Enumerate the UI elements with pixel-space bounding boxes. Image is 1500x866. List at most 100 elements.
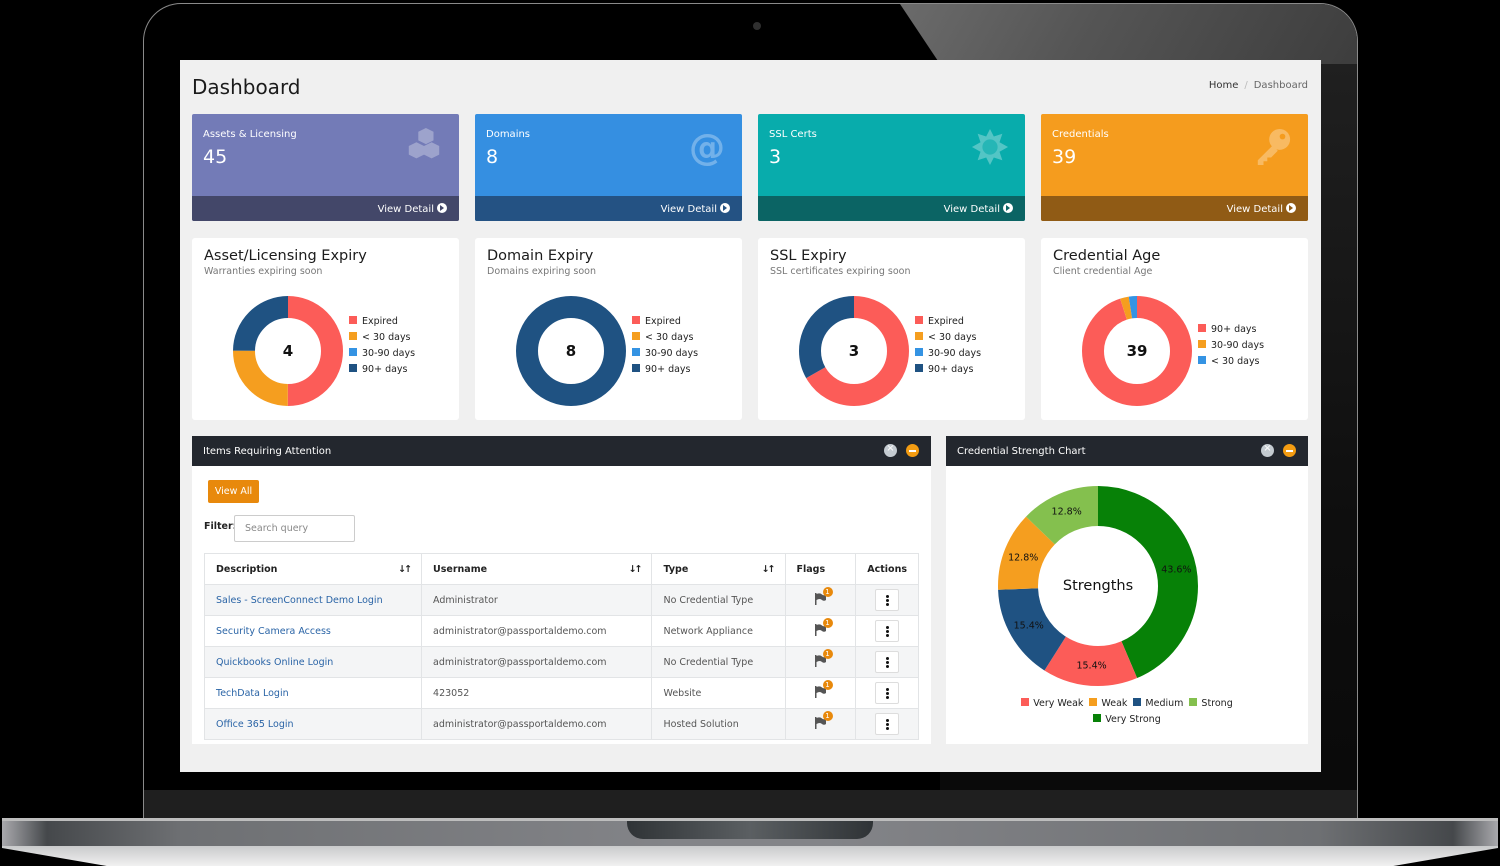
type-cell: Network Appliance (651, 615, 786, 647)
legend-label: 30-90 days (645, 348, 699, 359)
legend-item[interactable]: Expired (915, 314, 981, 330)
legend-label: Expired (645, 316, 681, 327)
legend-label: Medium (1145, 698, 1184, 709)
view-detail-link[interactable]: View Detail (192, 196, 459, 221)
flag-icon[interactable]: 1 (814, 710, 833, 729)
legend-item[interactable]: 90+ days (632, 362, 698, 378)
svg-text:@: @ (689, 128, 725, 166)
legend-item[interactable]: Weak (1089, 696, 1127, 712)
stat-label: Assets & Licensing (203, 129, 297, 140)
legend-label: Expired (362, 316, 398, 327)
arrow-circle-right-icon (437, 203, 447, 213)
panel-header: Credential Strength Chart (946, 436, 1308, 466)
donut-legend: Expired < 30 days 30-90 days 90+ days (632, 314, 698, 378)
legend-swatch (349, 316, 357, 324)
panel-header: Items Requiring Attention (192, 436, 931, 466)
legend-swatch (349, 348, 357, 356)
credential-link[interactable]: Office 365 Login (216, 718, 294, 730)
donut-segment (233, 296, 343, 406)
breadcrumb: Home / Dashboard (1209, 80, 1308, 91)
legend-swatch (1198, 324, 1206, 332)
credential-link[interactable]: TechData Login (216, 687, 289, 699)
stat-value: 45 (203, 146, 228, 168)
legend-label: < 30 days (1211, 356, 1260, 367)
actions-menu-button[interactable] (875, 682, 900, 704)
legend-item[interactable]: Very Strong (1093, 712, 1161, 728)
breadcrumb-home[interactable]: Home (1208, 80, 1239, 91)
arrow-circle-right-icon (720, 203, 730, 213)
card-title: Domain Expiry (487, 248, 594, 264)
panel-minimize-button[interactable] (1283, 444, 1296, 457)
legend-item[interactable]: 30-90 days (632, 346, 698, 362)
actions-menu-button[interactable] (875, 620, 900, 642)
legend-item[interactable]: Strong (1189, 696, 1233, 712)
asset-expiry-donut (233, 296, 343, 406)
stat-label: SSL Certs (769, 129, 817, 140)
card-subtitle: Client credential Age (1053, 266, 1153, 277)
sort-icon[interactable]: ↓↑ (398, 563, 412, 575)
strength-legend: Very Weak Weak Medium Strong Very Strong (946, 696, 1308, 728)
flag-icon[interactable]: 1 (814, 648, 833, 667)
legend-swatch (1133, 698, 1142, 706)
legend-label: < 30 days (645, 332, 694, 343)
legend-item[interactable]: 90+ days (349, 362, 415, 378)
credential-link[interactable]: Security Camera Access (216, 625, 331, 637)
legend-item[interactable]: 90+ days (1198, 322, 1264, 338)
actions-menu-button[interactable] (875, 589, 900, 611)
flag-count-badge: 1 (822, 586, 833, 597)
column-header-actions: Actions (855, 553, 919, 585)
lid-glare-top (900, 4, 1357, 64)
legend-item[interactable]: Expired (632, 314, 698, 330)
legend-item[interactable]: 30-90 days (349, 346, 415, 362)
legend-item[interactable]: Expired (349, 314, 415, 330)
legend-item[interactable]: < 30 days (349, 330, 415, 346)
legend-item[interactable]: 30-90 days (915, 346, 981, 362)
panel-close-button[interactable] (1261, 443, 1274, 457)
sort-icon[interactable]: ↓↑ (761, 563, 776, 575)
view-detail-link[interactable]: View Detail (1041, 196, 1308, 221)
sort-icon[interactable]: ↓↑ (628, 563, 643, 575)
flag-icon[interactable]: 1 (814, 679, 833, 698)
legend-swatch (1198, 356, 1206, 364)
search-input[interactable] (234, 515, 355, 542)
column-header-username[interactable]: Username ↓↑ (421, 553, 653, 585)
ssl-expiry-donut (799, 296, 909, 406)
donut-segment (998, 486, 1198, 686)
strength-panel: Credential Strength Chart Strengths 43.6… (946, 436, 1308, 744)
flag-icon[interactable]: 1 (814, 586, 833, 605)
legend-item[interactable]: < 30 days (632, 330, 698, 346)
legend-label: 90+ days (1211, 324, 1257, 335)
donut-legend: Expired < 30 days 30-90 days 90+ days (915, 314, 981, 378)
stat-card-domains: Domains 8 @ View Detail (475, 114, 742, 221)
credential-link[interactable]: Quickbooks Online Login (216, 656, 334, 668)
donut-segment (998, 486, 1198, 686)
view-all-button[interactable]: View All (208, 480, 259, 503)
actions-menu-button[interactable] (875, 651, 900, 673)
view-detail-link[interactable]: View Detail (758, 196, 1025, 221)
legend-item[interactable]: 30-90 days (1198, 338, 1264, 354)
credential-strength-donut (998, 486, 1198, 686)
flag-icon[interactable]: 1 (814, 617, 833, 636)
panel-minimize-button[interactable] (906, 444, 919, 457)
panel-close-button[interactable] (884, 443, 897, 457)
legend-item[interactable]: Very Weak (1021, 696, 1083, 712)
column-header-type[interactable]: Type ↓↑ (651, 553, 786, 585)
card-subtitle: Warranties expiring soon (204, 266, 323, 277)
credential-age-donut (1082, 296, 1192, 406)
legend-swatch (632, 364, 640, 372)
actions-menu-button[interactable] (875, 713, 900, 735)
legend-item[interactable]: Medium (1133, 696, 1183, 712)
stat-value: 39 (1052, 146, 1077, 168)
ssl-expiry-card: SSL Expiry SSL certificates expiring soo… (758, 238, 1025, 420)
stat-label: Credentials (1052, 129, 1109, 140)
column-header-description[interactable]: Description ↓↑ (203, 553, 423, 585)
credential-link[interactable]: Sales - ScreenConnect Demo Login (216, 594, 383, 606)
legend-item[interactable]: < 30 days (915, 330, 981, 346)
legend-swatch (915, 364, 923, 372)
view-detail-link[interactable]: View Detail (475, 196, 742, 221)
legend-item[interactable]: 90+ days (915, 362, 981, 378)
arrow-circle-right-icon (1286, 203, 1296, 213)
legend-item[interactable]: < 30 days (1198, 354, 1264, 370)
key-icon (1257, 128, 1291, 166)
type-cell: Website (651, 677, 786, 709)
